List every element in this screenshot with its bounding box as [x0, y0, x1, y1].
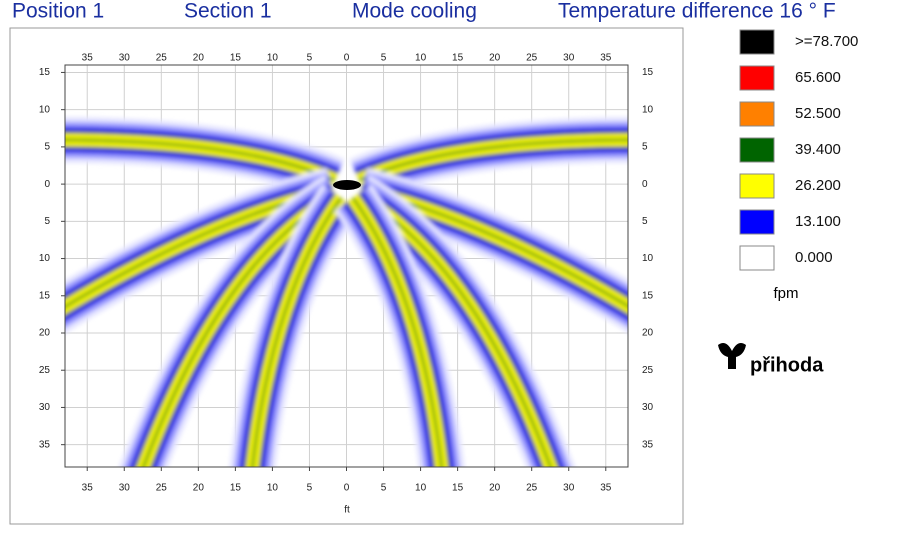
brand: přihoda — [750, 354, 824, 376]
header-mode: Mode cooling — [352, 0, 477, 23]
x-tick-label: 30 — [119, 483, 131, 494]
x-tick-label: 35 — [600, 483, 612, 494]
legend-label: >=78.700 — [795, 33, 858, 50]
x-tick-label: 30 — [563, 53, 575, 64]
legend-swatch — [739, 245, 775, 271]
x-tick-label: 15 — [452, 483, 464, 494]
legend: >=78.700 65.600 52.500 39.400 26.200 13.100 0.… — [739, 29, 858, 271]
x-tick-label: 20 — [489, 483, 501, 494]
x-axis-label: ft — [344, 505, 350, 516]
x-tick-label: 10 — [415, 483, 427, 494]
units: fpm — [773, 285, 798, 302]
x-tick-label: 5 — [307, 53, 313, 64]
x-tick-label: 10 — [267, 483, 279, 494]
legend-label: 65.600 — [795, 69, 841, 86]
plume-band — [65, 138, 336, 182]
legend-swatch — [739, 137, 775, 163]
x-tick-label: 0 — [344, 53, 350, 64]
plume-band — [250, 197, 343, 467]
plume-band — [358, 138, 628, 182]
y-tick-label: 0 — [44, 179, 50, 190]
x-tick-label: 35 — [82, 53, 94, 64]
outlet — [333, 180, 361, 190]
y-tick-label: 10 — [642, 253, 654, 264]
x-tick-label: 25 — [526, 483, 538, 494]
header-position: Position 1 — [12, 0, 104, 23]
y-tick-label: 15 — [39, 290, 51, 301]
x-tick-label: 15 — [230, 483, 242, 494]
x-tick-label: 20 — [193, 53, 205, 64]
y-tick-label: 5 — [642, 216, 648, 227]
x-tick-label: 25 — [156, 483, 168, 494]
y-tick-label: 20 — [39, 328, 51, 339]
logo: přihoda — [718, 343, 824, 376]
legend-swatch — [739, 173, 775, 199]
y-tick-label: 10 — [39, 104, 51, 115]
x-tick-label: 5 — [381, 53, 387, 64]
legend-label: 26.200 — [795, 177, 841, 194]
legend-swatch — [739, 65, 775, 91]
x-tick-label: 5 — [381, 483, 387, 494]
y-tick-label: 25 — [39, 365, 51, 376]
plot-border — [64, 64, 629, 468]
plumes — [65, 116, 628, 467]
y-tick-label: 15 — [39, 67, 51, 78]
y-tick-label: 20 — [642, 328, 654, 339]
x-tick-label: 25 — [156, 53, 168, 64]
x-tick-label: 20 — [193, 483, 205, 494]
y-tick-label: 15 — [642, 67, 654, 78]
x-tick-label: 35 — [82, 483, 94, 494]
x-tick-label: 25 — [526, 53, 538, 64]
x-tick-label: 30 — [563, 483, 575, 494]
y-tick-label: 5 — [44, 216, 50, 227]
y-tick-label: 10 — [642, 104, 654, 115]
legend-label: 52.500 — [795, 105, 841, 122]
legend-swatch — [739, 29, 775, 55]
y-tick-label: 15 — [642, 290, 654, 301]
y-tick-label: 0 — [642, 179, 648, 190]
y-tick-label: 35 — [642, 439, 654, 450]
legend-swatch — [739, 101, 775, 127]
y-tick-label: 30 — [642, 402, 654, 413]
x-tick-label: 10 — [415, 53, 427, 64]
x-tick-label: 15 — [230, 53, 242, 64]
x-tick-label: 20 — [489, 53, 501, 64]
header-temp: Temperature difference 16 ° F — [558, 0, 836, 23]
y-tick-label: 5 — [44, 142, 50, 153]
y-tick-label: 25 — [642, 365, 654, 376]
legend-swatch — [739, 209, 775, 235]
y-tick-label: 10 — [39, 253, 51, 264]
legend-label: 0.000 — [795, 249, 833, 266]
x-tick-label: 0 — [344, 483, 350, 494]
x-tick-label: 30 — [119, 53, 131, 64]
plume-band — [351, 197, 444, 467]
legend-label: 39.400 — [795, 141, 841, 158]
y-tick-label: 30 — [39, 402, 51, 413]
x-tick-label: 35 — [600, 53, 612, 64]
y-tick-label: 35 — [39, 439, 51, 450]
legend-label: 13.100 — [795, 213, 841, 230]
y-tick-label: 5 — [642, 142, 648, 153]
x-tick-label: 10 — [267, 53, 279, 64]
x-tick-label: 5 — [307, 483, 313, 494]
header-section: Section 1 — [184, 0, 272, 23]
x-tick-label: 15 — [452, 53, 464, 64]
